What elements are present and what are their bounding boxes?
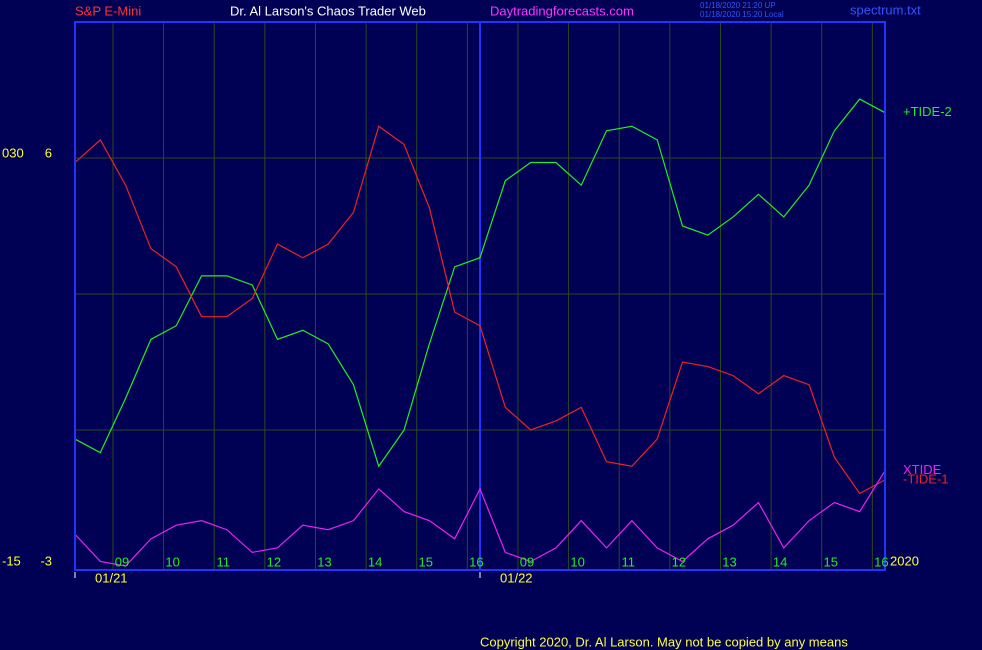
x-tick-label: 13 bbox=[722, 554, 736, 569]
grid bbox=[74, 22, 885, 578]
series-line bbox=[74, 470, 886, 567]
series-label: XTIDE bbox=[903, 462, 942, 477]
year: 2020 bbox=[890, 553, 919, 568]
y2-tick-label: 030 bbox=[2, 145, 24, 160]
x-tick-label: 15 bbox=[418, 554, 432, 569]
x-tick-label: 12 bbox=[672, 554, 686, 569]
series-line bbox=[74, 98, 886, 468]
x-tick-label: 13 bbox=[317, 554, 331, 569]
x-tick-label: 12 bbox=[267, 554, 281, 569]
x-tick-label: 14 bbox=[773, 554, 787, 569]
frame bbox=[74, 21, 886, 571]
lines bbox=[74, 98, 886, 567]
stamp-utc: 01/18/2020 21:20 UP bbox=[700, 1, 776, 10]
x-tick-label: 16 bbox=[469, 554, 483, 569]
file-name: spectrum.txt bbox=[850, 2, 921, 17]
stamp-local: 01/18/2020 15:20 Local bbox=[700, 10, 784, 19]
series-label: -TIDE-1 bbox=[903, 471, 949, 486]
symbol: S&P E-Mini bbox=[75, 3, 141, 18]
x-tick-label: 09 bbox=[115, 554, 129, 569]
y-tick-label: -3 bbox=[40, 553, 52, 568]
series-line bbox=[74, 125, 886, 495]
x-tick-label: 09 bbox=[520, 554, 534, 569]
x-tick-label: 10 bbox=[165, 554, 179, 569]
x-tick-label: 11 bbox=[621, 554, 635, 569]
y-tick-label: 6 bbox=[45, 145, 52, 160]
series-label: +TIDE-2 bbox=[903, 104, 952, 119]
x-tick-label: 10 bbox=[570, 554, 584, 569]
date-label: 01/22 bbox=[500, 570, 533, 585]
x-tick-label: 15 bbox=[823, 554, 837, 569]
x-tick-label: 14 bbox=[368, 554, 382, 569]
copyright: Copyright 2020, Dr. Al Larson. May not b… bbox=[480, 634, 848, 649]
x-tick-label: 11 bbox=[216, 554, 230, 569]
x-tick-label: 16 bbox=[874, 554, 888, 569]
title: Dr. Al Larson's Chaos Trader Web bbox=[230, 3, 426, 18]
date-label: 01/21 bbox=[95, 570, 128, 585]
y2-tick-label: -15 bbox=[2, 553, 21, 568]
site: Daytradingforecasts.com bbox=[490, 3, 634, 18]
